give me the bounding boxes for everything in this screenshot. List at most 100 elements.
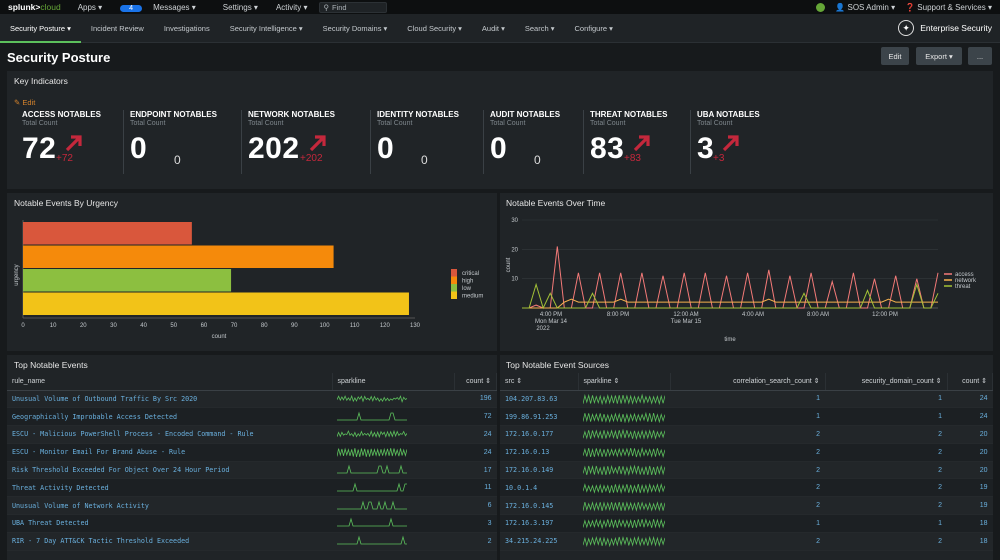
col-src-count[interactable]: count ⇕ bbox=[947, 373, 993, 391]
col-security-domain-count[interactable]: security_domain_count ⇕ bbox=[825, 373, 948, 391]
bar-critical[interactable] bbox=[23, 222, 192, 245]
src-link[interactable]: 172.16.0.177 bbox=[500, 425, 578, 444]
kpi-network[interactable]: NETWORK NOTABLES Total Count 202 +202 bbox=[248, 110, 353, 180]
src-link[interactable]: 34.215.24.225 bbox=[500, 532, 578, 551]
src-link[interactable]: 199.86.91.253 bbox=[500, 407, 578, 427]
health-status-icon[interactable] bbox=[816, 2, 826, 12]
src-link[interactable]: 10.0.1.4 bbox=[500, 478, 578, 498]
menu-apps[interactable]: Apps ▾ bbox=[77, 2, 103, 12]
table-row[interactable]: ESCU - Monitor Email For Brand Abuse - R… bbox=[7, 443, 497, 462]
col-rule-name[interactable]: rule_name bbox=[7, 373, 333, 391]
x-tick-label: 10 bbox=[50, 323, 57, 329]
tab-configure[interactable]: Configure ▾ bbox=[574, 23, 613, 33]
support-menu[interactable]: ❓ Support & Services ▾ bbox=[905, 2, 992, 12]
rule-name-link[interactable]: Unusual Volume of Network Activity bbox=[7, 496, 332, 516]
series-line-network[interactable] bbox=[522, 298, 938, 309]
src-link[interactable]: 172.16.3.197 bbox=[500, 514, 578, 533]
table-row[interactable]: 104.207.83.63 1 1 24 bbox=[500, 390, 993, 409]
tab-security-posture[interactable]: Security Posture ▾ bbox=[0, 14, 81, 43]
top-bar: splunk>cloud Apps ▾ 4 Messages ▾ Settings… bbox=[0, 0, 1000, 14]
kpi-endpoint[interactable]: ENDPOINT NOTABLES Total Count 0 0 bbox=[130, 110, 235, 180]
col-src[interactable]: src ⇕ bbox=[500, 373, 579, 391]
search-icon: ⚲ bbox=[323, 2, 330, 12]
rule-name-link[interactable]: ESCU - Monitor Email For Brand Abuse - R… bbox=[7, 443, 332, 462]
bar-high[interactable] bbox=[23, 245, 334, 269]
kpi-delta: +202 bbox=[300, 153, 323, 164]
kpi-title: NETWORK NOTABLES bbox=[248, 110, 335, 119]
table-row[interactable]: 172.16.0.13 2 2 20 bbox=[500, 443, 993, 462]
tab-cloud-security[interactable]: Cloud Security ▾ bbox=[407, 23, 462, 33]
table-row[interactable]: 172.16.0.149 2 2 20 bbox=[500, 461, 993, 480]
domain-count-cell: 1 bbox=[825, 390, 947, 409]
export-button[interactable]: Export ▾ bbox=[916, 47, 962, 65]
rule-name-link[interactable]: Geographically Improbable Access Detecte… bbox=[7, 407, 332, 427]
table-row[interactable]: UBA Threat Detected 3 bbox=[7, 514, 497, 533]
count-cell: 6 bbox=[454, 496, 497, 516]
sparkline-cell bbox=[332, 425, 454, 444]
kpi-delta: 0 bbox=[534, 153, 541, 167]
x-axis-label: time bbox=[724, 337, 736, 343]
table-row[interactable]: 172.16.0.177 2 2 20 bbox=[500, 425, 993, 444]
tab-security-domains[interactable]: Security Domains ▾ bbox=[322, 23, 388, 33]
tab-investigations[interactable]: Investigations bbox=[163, 23, 210, 33]
domain-count-cell: 2 bbox=[825, 461, 947, 480]
table-row[interactable]: RIR - 7 Day ATT&CK Tactic Threshold Exce… bbox=[7, 532, 497, 551]
find-input[interactable]: ⚲ Find bbox=[318, 1, 387, 13]
user-menu[interactable]: 👤 SOS Admin ▾ bbox=[835, 2, 896, 12]
sparkline-cell bbox=[578, 425, 670, 444]
kpi-uba[interactable]: UBA NOTABLES Total Count 3 +3 bbox=[697, 110, 802, 180]
menu-messages[interactable]: 4 Messages ▾ bbox=[111, 3, 214, 12]
table-row[interactable]: 10.0.1.4 2 2 19 bbox=[500, 478, 993, 498]
edit-button[interactable]: Edit bbox=[881, 47, 909, 65]
col-count[interactable]: count ⇕ bbox=[454, 373, 497, 391]
series-line-threat[interactable] bbox=[522, 282, 939, 310]
table-row[interactable]: Unusual Volume of Network Activity 6 bbox=[7, 496, 497, 516]
splunk-logo[interactable]: splunk>cloud bbox=[8, 2, 61, 12]
rule-name-link[interactable]: Unusual Volume of Outbound Traffic By Sr… bbox=[7, 390, 332, 409]
bar-low[interactable] bbox=[23, 269, 232, 292]
src-link[interactable]: 172.16.0.13 bbox=[500, 443, 578, 462]
count-cell: 24 bbox=[947, 390, 993, 409]
top-sources-title: Top Notable Event Sources bbox=[506, 360, 610, 370]
table-row[interactable]: Risk Threshold Exceeded For Object Over … bbox=[7, 461, 497, 480]
table-row[interactable]: Threat Activity Detected 11 bbox=[7, 478, 497, 498]
tab-audit[interactable]: Audit ▾ bbox=[481, 23, 505, 33]
table-row[interactable]: 34.215.24.225 2 2 18 bbox=[500, 532, 993, 551]
legend-label-network: network bbox=[955, 278, 977, 284]
menu-activity[interactable]: Activity ▾ bbox=[275, 2, 308, 12]
rule-name-link[interactable]: Threat Activity Detected bbox=[7, 478, 332, 498]
tab-search[interactable]: Search ▾ bbox=[524, 23, 555, 33]
sparkline-chart bbox=[337, 464, 407, 474]
kpi-identity[interactable]: IDENTITY NOTABLES Total Count 0 0 bbox=[377, 110, 482, 180]
table-row[interactable]: 199.86.91.253 1 1 24 bbox=[500, 407, 993, 427]
table-row[interactable]: ESCU - Malicious PowerShell Process - En… bbox=[7, 425, 497, 444]
table-row[interactable]: 172.16.0.145 2 2 19 bbox=[500, 496, 993, 516]
table-row[interactable]: Unusual Volume of Outbound Traffic By Sr… bbox=[7, 390, 497, 409]
kpi-audit[interactable]: AUDIT NOTABLES Total Count 0 0 bbox=[490, 110, 595, 180]
kpi-access[interactable]: ACCESS NOTABLES Total Count 72 +72 bbox=[22, 110, 127, 180]
series-line-access[interactable] bbox=[522, 246, 939, 309]
kpi-edit-link[interactable]: ✎ Edit bbox=[14, 98, 36, 107]
col-correlation-search-count[interactable]: correlation_search_count ⇕ bbox=[670, 373, 826, 391]
menu-settings[interactable]: Settings ▾ bbox=[222, 2, 258, 12]
rule-name-link[interactable]: RIR - 7 Day ATT&CK Tactic Threshold Exce… bbox=[7, 532, 332, 551]
sparkline-chart bbox=[583, 429, 665, 441]
col-src-sparkline[interactable]: sparkline ⇕ bbox=[578, 373, 671, 391]
tab-security-intelligence[interactable]: Security Intelligence ▾ bbox=[229, 23, 303, 33]
src-link[interactable]: 172.16.0.149 bbox=[500, 461, 578, 480]
src-link[interactable]: 172.16.0.145 bbox=[500, 496, 578, 516]
table-row[interactable]: 172.16.3.197 1 1 18 bbox=[500, 514, 993, 533]
more-button[interactable]: ... bbox=[968, 47, 992, 65]
table-row[interactable]: Geographically Improbable Access Detecte… bbox=[7, 407, 497, 427]
legend-swatch bbox=[451, 291, 457, 299]
col-sparkline[interactable]: sparkline bbox=[332, 373, 455, 391]
rule-name-link[interactable]: Risk Threshold Exceeded For Object Over … bbox=[7, 461, 332, 480]
kpi-threat[interactable]: THREAT NOTABLES Total Count 83 +83 bbox=[590, 110, 695, 180]
rule-name-link[interactable]: ESCU - Malicious PowerShell Process - En… bbox=[7, 425, 332, 444]
bar-medium[interactable] bbox=[23, 292, 409, 316]
src-link[interactable]: 104.207.83.63 bbox=[500, 390, 578, 409]
rule-name-link[interactable]: UBA Threat Detected bbox=[7, 514, 332, 533]
legend-label-access: access bbox=[955, 272, 974, 278]
tab-incident-review[interactable]: Incident Review bbox=[90, 23, 144, 33]
y-axis-label: count bbox=[506, 257, 512, 272]
